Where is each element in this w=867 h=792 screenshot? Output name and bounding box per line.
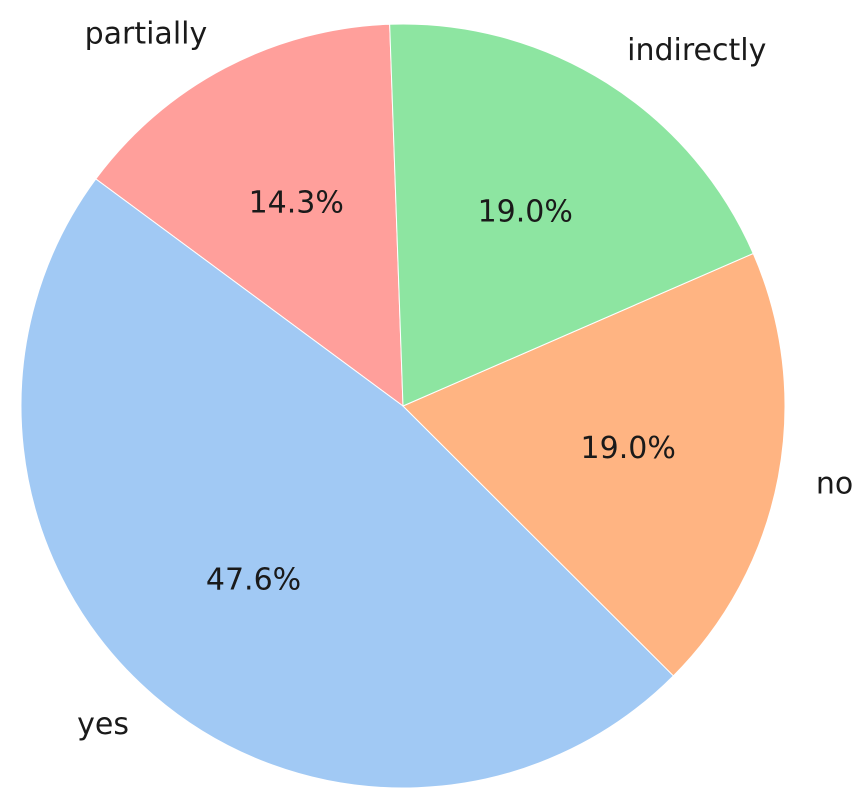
pie-slice-partially <box>95 23 404 408</box>
pie-slices <box>20 23 786 789</box>
percent-label-partially: 14.3% <box>249 186 344 221</box>
percent-label-no: 19.0% <box>581 431 676 466</box>
category-label-partially: partially <box>85 17 208 52</box>
category-label-yes: yes <box>77 707 129 742</box>
percent-label-yes: 47.6% <box>206 562 301 597</box>
category-label-indirectly: indirectly <box>627 33 766 68</box>
pie-slice-indirectly <box>389 23 754 407</box>
percent-label-indirectly: 19.0% <box>478 195 573 230</box>
pie-slice-yes <box>20 178 675 789</box>
pie-slice-no <box>402 252 786 677</box>
category-label-no: no <box>816 467 853 502</box>
pie-labels: partially 14.3% yes 47.6% no 19.0% indirectly 1… <box>77 17 853 742</box>
